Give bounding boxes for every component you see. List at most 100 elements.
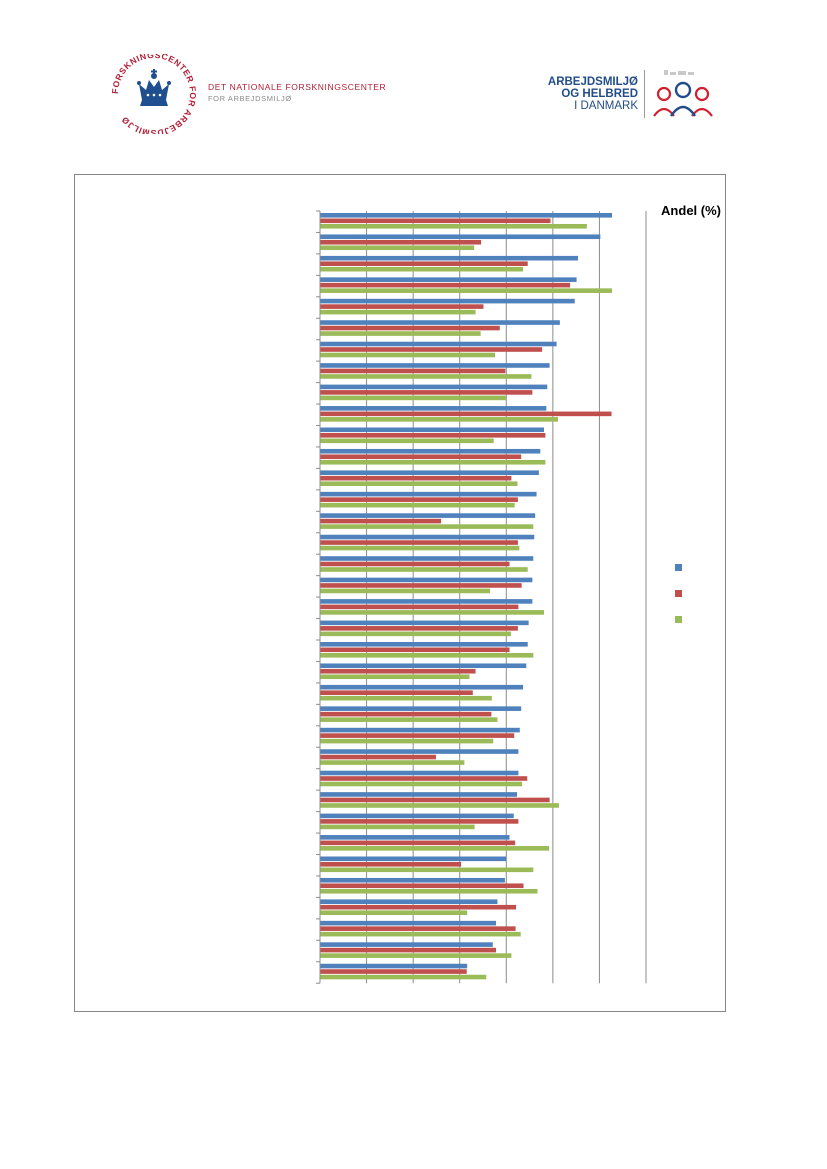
bar-s2-c5 — [320, 304, 484, 309]
bar-s3-c6 — [320, 331, 481, 336]
bar-s2-c19 — [320, 604, 519, 610]
bar-s2-c13 — [320, 475, 512, 481]
bar-s3-c14 — [320, 502, 515, 508]
bar-s2-c24 — [320, 711, 492, 717]
bar-s1-c23 — [320, 684, 524, 690]
ahd-logo: ARBEJDSMILJØ OG HELBRED I DANMARK — [540, 66, 730, 126]
bar-s3-c8 — [320, 374, 532, 379]
bar-s2-c36 — [320, 969, 467, 974]
bar-s1-c33 — [320, 899, 498, 904]
bar-s2-c22 — [320, 668, 476, 674]
bar-s3-c10 — [320, 417, 558, 422]
ahd-logo-line1: ARBEJDSMILJØ — [547, 76, 638, 88]
bar-s2-c25 — [320, 733, 515, 738]
bar-s3-c33 — [320, 910, 468, 915]
bar-s3-c22 — [320, 674, 470, 680]
bar-s3-c7 — [320, 352, 496, 358]
bar-s2-c10 — [320, 411, 612, 417]
bar-s1-c2 — [320, 234, 601, 240]
chart-frame: Andel (%) — [74, 174, 726, 1012]
bar-s3-c32 — [320, 888, 538, 894]
bar-s3-c12 — [320, 459, 546, 465]
bar-s3-c2 — [320, 245, 475, 251]
bar-s2-c14 — [320, 497, 518, 502]
bar-s3-c4 — [320, 288, 613, 293]
org-name-line1: DET NATIONALE FORSKNINGSCENTER — [208, 82, 387, 92]
bar-s3-c35 — [320, 953, 512, 958]
bar-s1-c19 — [320, 599, 533, 604]
bar-s1-c22 — [320, 663, 527, 669]
bar-s2-c29 — [320, 819, 519, 824]
bar-s1-c9 — [320, 384, 548, 390]
bar-s2-c30 — [320, 840, 516, 846]
bar-s3-c21 — [320, 653, 534, 658]
grid-lines — [366, 211, 647, 984]
bar-s1-c26 — [320, 749, 519, 754]
bar-s1-c1 — [320, 213, 613, 218]
bar-s2-c7 — [320, 347, 543, 352]
bar-s2-c11 — [320, 433, 546, 438]
crown-seal-icon: FORSKNINGSCENTER FOR ARBEJDSMILJØ — [110, 54, 198, 134]
bar-s1-c4 — [320, 277, 577, 282]
bar-s3-c15 — [320, 524, 534, 529]
bar-s2-c21 — [320, 647, 510, 653]
bar-s2-c1 — [320, 218, 551, 224]
bar-s3-c5 — [320, 309, 476, 315]
bar-s2-c26 — [320, 754, 436, 760]
bar-s3-c31 — [320, 867, 534, 873]
org-name-line2: FOR ARBEJDSMILJØ — [208, 94, 292, 103]
bar-s3-c20 — [320, 631, 511, 637]
bar-s1-c10 — [320, 406, 547, 411]
bar-s1-c3 — [320, 255, 579, 261]
bar-s3-c19 — [320, 610, 545, 615]
legend-marker-3 — [675, 616, 682, 623]
bar-s1-c16 — [320, 534, 535, 540]
bar-s3-c25 — [320, 738, 494, 744]
bar-chart: Andel (%) — [316, 203, 721, 984]
bar-s3-c18 — [320, 588, 490, 594]
bar-s1-c24 — [320, 706, 522, 711]
bar-s1-c13 — [320, 470, 539, 475]
bar-s2-c12 — [320, 454, 522, 460]
bar-s1-c12 — [320, 448, 541, 454]
bar-s2-c32 — [320, 883, 524, 889]
bar-s1-c31 — [320, 856, 507, 862]
bar-s3-c9 — [320, 395, 506, 401]
legend-marker-1 — [675, 564, 682, 571]
bar-s3-c1 — [320, 224, 587, 229]
bar-s3-c30 — [320, 846, 550, 851]
bar-s1-c7 — [320, 341, 557, 347]
bar-s1-c29 — [320, 813, 514, 819]
bars — [320, 213, 613, 980]
bar-s2-c33 — [320, 904, 517, 910]
bar-s2-c23 — [320, 690, 473, 695]
bar-s1-c36 — [320, 963, 468, 969]
bar-s2-c18 — [320, 583, 522, 588]
bar-s3-c11 — [320, 438, 494, 444]
bar-s1-c28 — [320, 792, 517, 797]
bar-s1-c17 — [320, 556, 534, 561]
bar-s2-c17 — [320, 561, 510, 567]
bar-s1-c15 — [320, 513, 536, 518]
bar-s2-c31 — [320, 862, 462, 867]
x-axis-label: Andel (%) — [661, 203, 721, 218]
bar-s3-c3 — [320, 266, 524, 272]
bar-s2-c28 — [320, 797, 550, 803]
bar-s2-c9 — [320, 390, 533, 395]
bar-s3-c13 — [320, 481, 518, 486]
nfa-logo: FORSKNINGSCENTER FOR ARBEJDSMILJØ DET NA… — [106, 54, 386, 134]
category-axis — [316, 210, 321, 984]
bar-s2-c2 — [320, 239, 482, 245]
legend-marker-2 — [675, 590, 682, 597]
bar-s1-c30 — [320, 835, 510, 840]
bar-s1-c25 — [320, 727, 520, 733]
bar-s3-c34 — [320, 931, 521, 937]
bar-s1-c6 — [320, 320, 560, 325]
ahd-logo-line3: I DANMARK — [574, 100, 638, 112]
ahd-logo-line2: OG HELBRED — [561, 88, 638, 100]
bar-s2-c8 — [320, 368, 506, 374]
bar-s1-c32 — [320, 877, 505, 883]
bar-s1-c20 — [320, 620, 529, 626]
bar-s2-c20 — [320, 626, 518, 631]
bar-s2-c6 — [320, 325, 500, 331]
